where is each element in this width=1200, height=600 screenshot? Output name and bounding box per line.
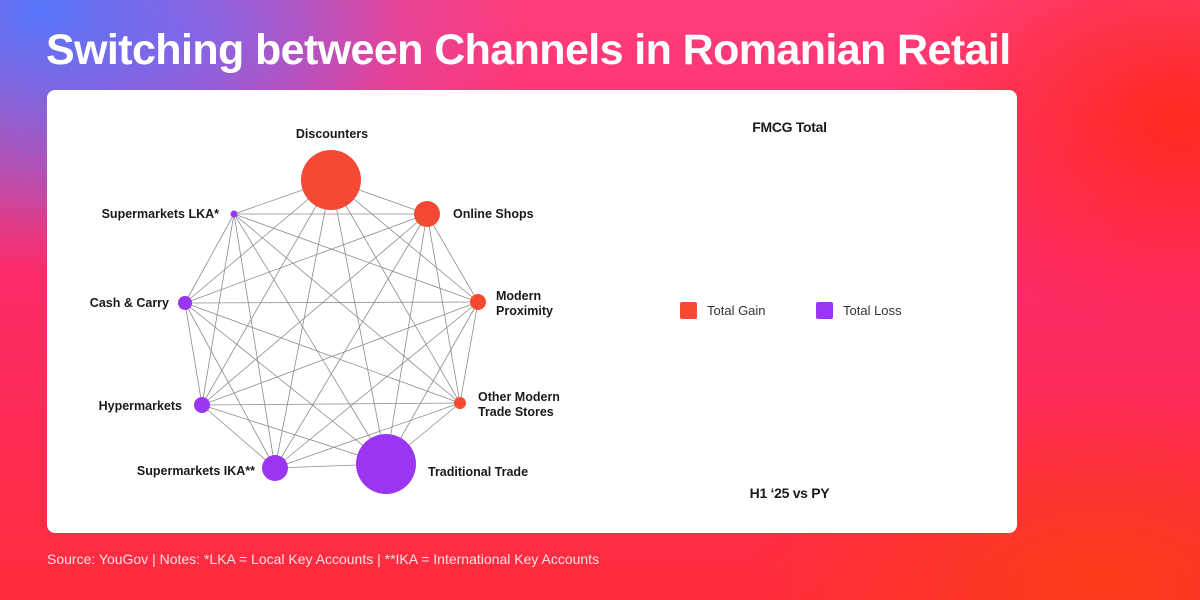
legend-gain: Total Gain bbox=[680, 302, 766, 319]
edge-supermarkets-ika-cash-and-carry bbox=[184, 302, 276, 469]
label-group: Discounters Online Shops Modern Proximity Ot… bbox=[90, 127, 560, 479]
label-discounters: Discounters bbox=[296, 127, 368, 141]
node-traditional-trade bbox=[356, 434, 416, 494]
source-footnote: Source: YouGov | Notes: *LKA = Local Key… bbox=[47, 551, 600, 567]
label-line: Trade Stores bbox=[478, 405, 554, 419]
edge-traditional-trade-hypermarkets bbox=[201, 404, 387, 465]
label-supermarkets-lka: Supermarkets LKA* bbox=[102, 207, 220, 221]
edge-online-shops-traditional-trade bbox=[385, 213, 428, 465]
label-hypermarkets: Hypermarkets bbox=[99, 399, 182, 413]
edge-other-modern-trade-stores-cash-and-carry bbox=[184, 302, 461, 404]
label-line: Proximity bbox=[496, 304, 553, 318]
edge-hypermarkets-cash-and-carry bbox=[184, 302, 203, 406]
edge-online-shops-hypermarkets bbox=[201, 213, 428, 406]
page-title: Switching between Channels in Romanian R… bbox=[46, 26, 1011, 74]
edge-supermarkets-ika-supermarkets-lka bbox=[233, 213, 276, 469]
edge-hypermarkets-supermarkets-lka bbox=[201, 213, 235, 406]
edge-online-shops-modern-proximity bbox=[426, 213, 479, 303]
node-cash-and-carry bbox=[178, 296, 192, 310]
node-discounters bbox=[301, 150, 361, 210]
channel-switching-network: Discounters Online Shops Modern Proximity Ot… bbox=[90, 127, 560, 494]
legend-loss: Total Loss bbox=[816, 302, 902, 319]
edge-traditional-trade-cash-and-carry bbox=[184, 302, 387, 465]
edge-modern-proximity-supermarkets-lka bbox=[233, 213, 479, 303]
label-line: Hypermarkets bbox=[99, 399, 182, 413]
node-modern-proximity bbox=[470, 294, 486, 310]
label-line: Other Modern bbox=[478, 390, 560, 404]
edge-supermarkets-ika-hypermarkets bbox=[201, 404, 276, 469]
edge-modern-proximity-supermarkets-ika bbox=[274, 301, 479, 469]
panel-title: FMCG Total bbox=[752, 119, 827, 135]
edge-discounters-traditional-trade bbox=[330, 179, 387, 465]
edge-other-modern-trade-stores-supermarkets-ika bbox=[274, 402, 461, 469]
label-traditional-trade: Traditional Trade bbox=[428, 465, 528, 479]
edge-modern-proximity-other-modern-trade-stores bbox=[459, 301, 479, 404]
edge-discounters-cash-and-carry bbox=[184, 179, 332, 304]
edge-discounters-hypermarkets bbox=[201, 179, 332, 406]
label-line: Supermarkets IKA** bbox=[137, 464, 255, 478]
panel-footer: H1 ‘25 vs PY bbox=[749, 485, 830, 501]
loss-swatch bbox=[816, 302, 833, 319]
edge-discounters-supermarkets-ika bbox=[274, 179, 332, 469]
edge-other-modern-trade-stores-hypermarkets bbox=[201, 402, 461, 406]
label-line: Discounters bbox=[296, 127, 368, 141]
legend-gain-label: Total Gain bbox=[707, 303, 766, 318]
node-group bbox=[178, 150, 486, 494]
edge-modern-proximity-hypermarkets bbox=[201, 301, 479, 406]
edge-cash-and-carry-supermarkets-lka bbox=[184, 213, 235, 304]
label-line: Cash & Carry bbox=[90, 296, 169, 310]
node-online-shops bbox=[414, 201, 440, 227]
node-other-modern-trade-stores bbox=[454, 397, 466, 409]
edge-online-shops-other-modern-trade-stores bbox=[426, 213, 461, 404]
node-supermarkets-ika bbox=[262, 455, 288, 481]
edge-discounters-other-modern-trade-stores bbox=[330, 179, 461, 404]
node-supermarkets-lka bbox=[230, 210, 238, 218]
chart-card: Discounters Online Shops Modern Proximity Ot… bbox=[47, 90, 1017, 533]
gain-swatch bbox=[680, 302, 697, 319]
edge-modern-proximity-traditional-trade bbox=[385, 301, 479, 465]
edge-discounters-modern-proximity bbox=[330, 179, 479, 303]
legend-loss-label: Total Loss bbox=[843, 303, 902, 318]
node-hypermarkets bbox=[194, 397, 210, 413]
label-other-modern-trade-stores: Other Modern Trade Stores bbox=[478, 390, 560, 419]
edge-online-shops-cash-and-carry bbox=[184, 213, 428, 304]
label-line: Supermarkets LKA* bbox=[102, 207, 220, 221]
label-line: Traditional Trade bbox=[428, 465, 528, 479]
edge-traditional-trade-supermarkets-lka bbox=[233, 213, 387, 465]
label-cash-and-carry: Cash & Carry bbox=[90, 296, 169, 310]
edge-other-modern-trade-stores-supermarkets-lka bbox=[233, 213, 461, 404]
label-online-shops: Online Shops bbox=[453, 207, 534, 221]
edge-group bbox=[184, 179, 479, 469]
edge-online-shops-supermarkets-ika bbox=[274, 213, 428, 469]
edge-modern-proximity-cash-and-carry bbox=[184, 301, 479, 304]
label-line: Online Shops bbox=[453, 207, 534, 221]
label-modern-proximity: Modern Proximity bbox=[496, 289, 553, 318]
label-line: Modern bbox=[496, 289, 541, 303]
label-supermarkets-ika: Supermarkets IKA** bbox=[137, 464, 255, 478]
